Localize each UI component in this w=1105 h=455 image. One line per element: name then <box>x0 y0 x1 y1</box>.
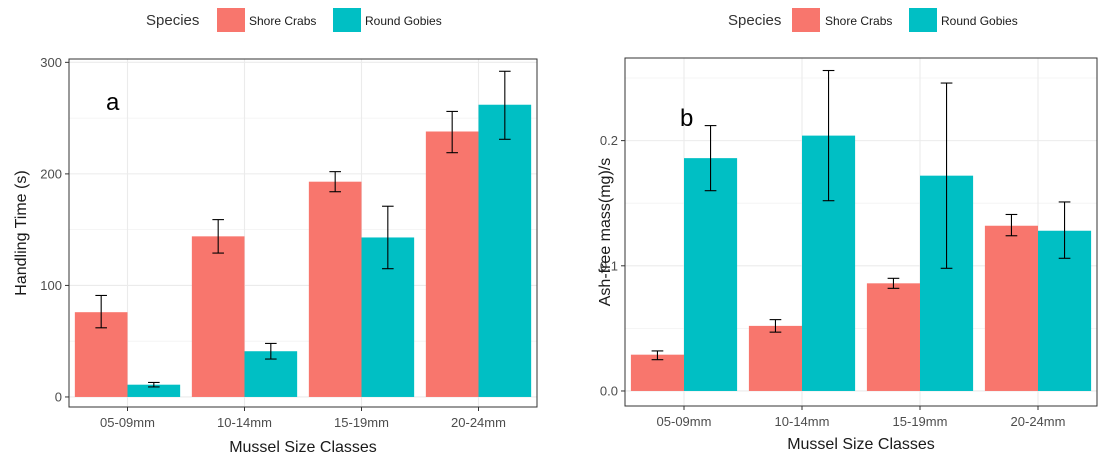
legend-title: Species <box>728 12 781 29</box>
x-tick-label: 20-24mm <box>1011 414 1066 429</box>
bar-shore-crabs-20-24mm <box>984 225 1038 391</box>
y-axis-title: Handling Time (s) <box>13 170 30 295</box>
bar-shore-crabs-15-19mm <box>308 181 362 397</box>
x-tick-label: 10-14mm <box>217 415 272 430</box>
bar-shore-crabs-15-19mm <box>866 283 920 391</box>
legend-swatch-shore-crabs <box>217 8 245 32</box>
bars <box>74 104 532 397</box>
bar-round-gobies-05-09mm <box>127 384 181 397</box>
legend-label-shore-crabs: Shore Crabs <box>825 14 892 28</box>
legend-label-shore-crabs: Shore Crabs <box>249 14 316 28</box>
x-tick-label: 15-19mm <box>893 414 948 429</box>
error-bars <box>95 70 511 388</box>
bar-round-gobies-05-09mm <box>684 158 738 391</box>
legend-a: Species Shore Crabs Round Gobies <box>146 8 442 32</box>
bar-shore-crabs-10-14mm <box>748 325 802 391</box>
y-axis-ticks: 0.0 0.1 0.2 <box>600 133 625 398</box>
y-axis-ticks: 0 100 200 300 <box>40 55 69 404</box>
bar-shore-crabs-10-14mm <box>191 236 245 397</box>
x-tick-label: 15-19mm <box>334 415 389 430</box>
legend-b: Species Shore Crabs Round Gobies <box>728 8 1018 32</box>
chart-panel-b: 0.0 0.1 0.2 05-09mm 10-14mm 15-19mm 20-24mm b… <box>597 57 1098 453</box>
y-tick-label: 0.1 <box>600 258 618 273</box>
y-tick-label: 0 <box>55 389 62 404</box>
x-tick-label: 05-09mm <box>100 415 155 430</box>
x-axis-ticks: 05-09mm 10-14mm 15-19mm 20-24mm <box>100 407 506 430</box>
x-axis-title: Mussel Size Classes <box>229 439 377 455</box>
y-tick-label: 200 <box>40 166 62 181</box>
bar-shore-crabs-20-24mm <box>425 131 479 397</box>
plot-border <box>624 57 1098 407</box>
bar-shore-crabs-05-09mm <box>630 354 684 391</box>
y-tick-label: 0.0 <box>600 383 618 398</box>
legend-label-round-gobies: Round Gobies <box>365 14 442 28</box>
y-axis-title: Ash-free mass(mg)/s <box>597 158 614 306</box>
panel-label: b <box>680 105 693 132</box>
x-tick-label: 10-14mm <box>775 414 830 429</box>
bars <box>630 135 1092 391</box>
legend-label-round-gobies: Round Gobies <box>941 14 1018 28</box>
plot-border <box>68 58 538 408</box>
y-tick-label: 100 <box>40 278 62 293</box>
error-bars <box>651 69 1071 361</box>
x-tick-label: 05-09mm <box>657 414 712 429</box>
legend-swatch-shore-crabs <box>792 8 820 32</box>
bar-round-gobies-20-24mm <box>478 104 532 397</box>
legend-swatch-round-gobies <box>333 8 361 32</box>
x-axis-ticks: 05-09mm 10-14mm 15-19mm 20-24mm <box>657 406 1066 429</box>
legend-title: Species <box>146 12 199 29</box>
y-tick-label: 300 <box>40 55 62 70</box>
x-tick-label: 20-24mm <box>451 415 506 430</box>
x-axis-title: Mussel Size Classes <box>787 436 935 453</box>
panel-label: a <box>106 89 120 116</box>
y-tick-label: 0.2 <box>600 133 618 148</box>
legend-swatch-round-gobies <box>909 8 937 32</box>
